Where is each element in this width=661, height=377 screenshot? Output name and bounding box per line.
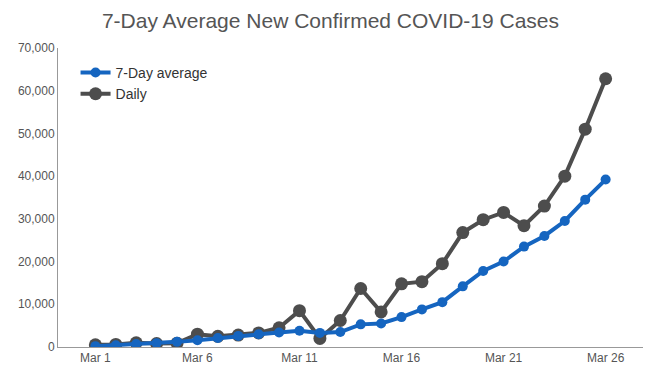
svg-text:Mar 26: Mar 26	[587, 351, 625, 365]
svg-text:40,000: 40,000	[18, 169, 55, 183]
svg-text:10,000: 10,000	[18, 297, 55, 311]
svg-text:30,000: 30,000	[18, 212, 55, 226]
svg-text:70,000: 70,000	[18, 41, 55, 55]
svg-text:Mar 11: Mar 11	[281, 351, 318, 365]
svg-text:7-Day average: 7-Day average	[116, 65, 208, 81]
svg-text:20,000: 20,000	[18, 255, 55, 269]
svg-text:Mar 21: Mar 21	[485, 351, 523, 365]
svg-text:60,000: 60,000	[18, 84, 55, 98]
svg-text:50,000: 50,000	[18, 127, 55, 141]
svg-text:Daily: Daily	[116, 86, 147, 102]
svg-text:Mar 1: Mar 1	[80, 351, 111, 365]
svg-text:7-Day Average New Confirmed CO: 7-Day Average New Confirmed COVID-19 Cas…	[102, 9, 559, 32]
svg-text:Mar 6: Mar 6	[182, 351, 213, 365]
svg-text:0: 0	[48, 340, 55, 354]
svg-text:Mar 16: Mar 16	[383, 351, 421, 365]
